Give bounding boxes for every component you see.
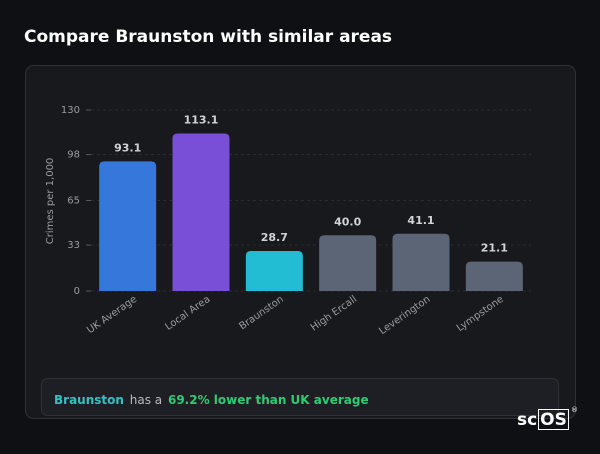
summary-connector: has a	[130, 393, 162, 407]
value-label: 28.7	[261, 231, 288, 244]
chart-title: Compare Braunston with similar areas	[24, 27, 392, 47]
summary-box	[41, 378, 559, 416]
bar	[99, 161, 157, 291]
y-tick-label: 0	[74, 286, 80, 297]
bar	[245, 251, 303, 291]
logo-box: OS	[540, 410, 567, 430]
value-label: 93.1	[114, 141, 141, 154]
summary-area: Braunston	[54, 393, 124, 407]
y-tick-label: 65	[67, 196, 80, 207]
summary-comparison: 69.2% lower than UK average	[168, 393, 369, 407]
value-label: 21.1	[481, 242, 508, 255]
y-tick-label: 130	[61, 105, 80, 116]
card	[25, 65, 576, 419]
value-label: 113.1	[184, 114, 219, 127]
logo-frame	[538, 409, 569, 430]
logo-prefix: sc	[517, 410, 537, 430]
y-tick-label: 98	[67, 150, 80, 161]
value-label: 41.1	[407, 214, 434, 227]
y-tick-label: 33	[67, 240, 80, 251]
bar	[172, 133, 230, 291]
logo-mark: ®	[571, 406, 578, 414]
y-axis-label: Crimes per 1,000	[45, 158, 56, 245]
bar	[319, 235, 377, 291]
value-label: 40.0	[334, 215, 361, 228]
bar	[465, 261, 523, 291]
bar	[392, 233, 450, 291]
summary: Braunston has a 69.2% lower than UK aver…	[54, 393, 369, 407]
